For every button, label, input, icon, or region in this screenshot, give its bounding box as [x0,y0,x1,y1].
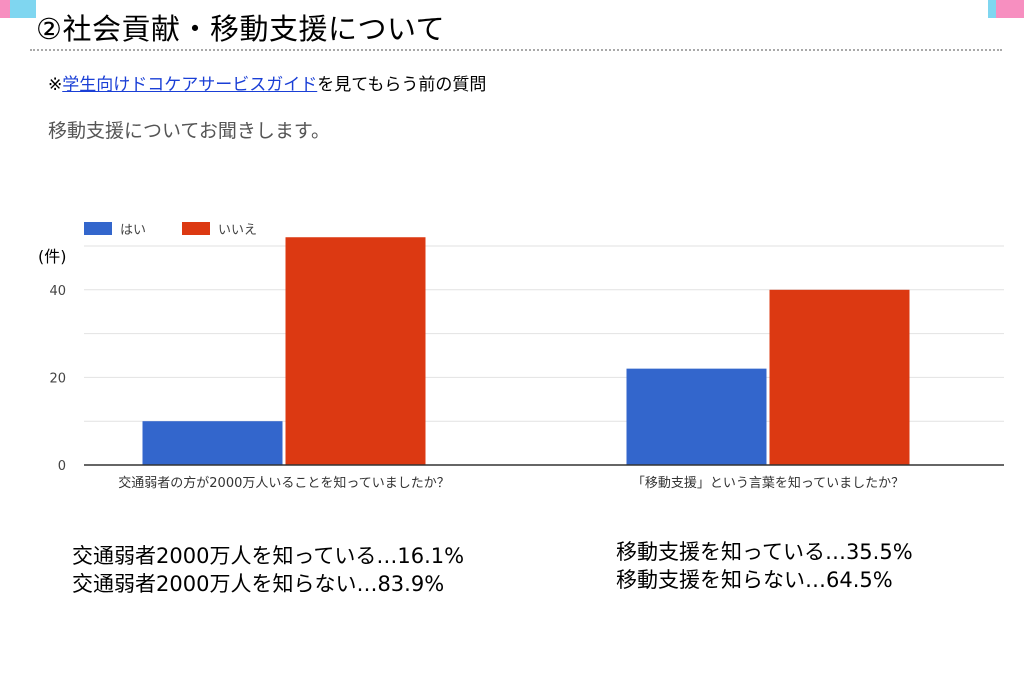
legend-swatch-no [182,222,210,235]
corner-decoration-right-blue [988,0,996,18]
note-prefix: ※ [48,75,63,95]
legend-label-no: いいえ [218,223,257,238]
corner-decoration-left-pink [0,0,10,18]
question-text: 移動支援についてお聞きします。 [48,120,330,142]
service-guide-link[interactable]: 学生向けドコケアサービスガイド [62,75,318,95]
legend-swatch-yes [84,222,112,235]
summary-right-line-1: 移動支援を知っている…35.5% [616,540,913,564]
y-tick-label: 20 [49,371,66,386]
y-tick-label: 0 [58,459,66,474]
x-category-label: 「移動支援」という言葉を知っていましたか？ [632,475,904,491]
summary-right: 移動支援を知っている…35.5% 移動支援を知らない…64.5% [616,538,913,594]
note-line: ※学生向けドコケアサービスガイドを見てもらう前の質問 [48,70,486,95]
summary-left: 交通弱者2000万人を知っている…16.1% 交通弱者2000万人を知らない…8… [72,542,464,598]
bar-yes-1 [142,421,283,465]
y-axis-label: (件) [38,247,67,266]
corner-decoration-left-blue [10,0,36,18]
x-category-label: 交通弱者の方が2000万人いることを知っていましたか？ [118,475,449,491]
title-divider [30,49,1002,51]
corner-decoration-right-pink [996,0,1024,18]
bar-no-1 [285,237,426,465]
bar-yes-2 [626,368,767,465]
legend-label-yes: はい [120,223,146,238]
bar-no-2 [769,289,910,465]
slide-title: ②社会貢献・移動支援について [36,12,446,46]
y-tick-label: 40 [49,284,66,299]
note-suffix: を見てもらう前の質問 [317,75,487,95]
summary-left-line-1: 交通弱者2000万人を知っている…16.1% [72,544,465,568]
summary-left-line-2: 交通弱者2000万人を知らない…83.9% [72,572,445,596]
summary-right-line-2: 移動支援を知らない…64.5% [616,568,893,592]
